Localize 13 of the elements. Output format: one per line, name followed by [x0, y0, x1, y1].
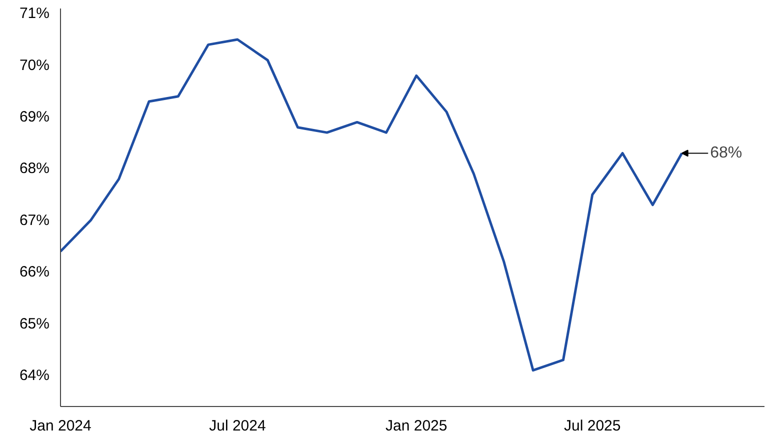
x-tick-label: Jan 2025 [386, 418, 448, 434]
y-tick-label: 68% [19, 160, 50, 178]
annotation: 68% [710, 144, 742, 162]
y-tick-label: 66% [19, 264, 50, 281]
x-tick-label: Jul 2025 [564, 418, 621, 434]
y-tick-label: 67% [19, 212, 50, 229]
y-tick-label: 69% [19, 108, 50, 126]
y-tick-label: 71% [19, 5, 50, 22]
y-tick-label: 65% [19, 315, 50, 332]
x-tick-label: Jul 2024 [209, 418, 266, 434]
x-tick-label: Jan 2024 [30, 418, 92, 434]
y-tick-label: 64% [19, 366, 50, 384]
y-tick-label: 70% [19, 56, 50, 74]
